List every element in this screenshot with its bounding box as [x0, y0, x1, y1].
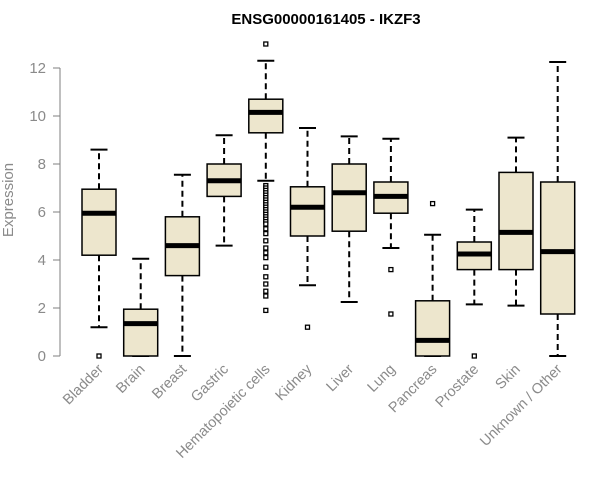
outlier-point	[388, 311, 394, 317]
x-tick-label: Prostate	[433, 362, 482, 411]
box-iqr	[331, 163, 367, 232]
box-group	[164, 173, 201, 357]
box-group	[206, 134, 242, 247]
chart-title: ENSG00000161405 - IKZF3	[231, 11, 420, 28]
box-iqr	[414, 300, 451, 357]
box-group	[248, 41, 284, 314]
box-iqr	[81, 188, 117, 256]
outlier-point	[429, 200, 436, 207]
y-tick-label: 8	[38, 156, 46, 173]
outlier-point	[263, 288, 269, 294]
outlier-point	[388, 266, 394, 273]
box-group	[122, 257, 159, 357]
box-group	[81, 148, 117, 359]
outlier-point	[263, 245, 269, 251]
x-tick-label: Bladder	[60, 361, 107, 408]
y-tick-label: 2	[38, 300, 46, 317]
y-tick-label: 4	[38, 252, 46, 269]
boxes-layer	[81, 41, 576, 359]
outlier-point	[263, 250, 269, 256]
box-group	[498, 136, 534, 307]
box-group	[414, 200, 451, 357]
box-iqr	[498, 171, 534, 271]
outlier-point	[263, 230, 269, 237]
outlier-point	[471, 353, 477, 359]
box-group	[373, 137, 409, 317]
y-axis-label: Expression	[0, 163, 17, 237]
y-axis: 0 2 4 6 8 10 12	[29, 60, 61, 365]
outlier-point	[263, 226, 269, 232]
y-tick-label: 0	[38, 348, 46, 365]
y-tick-label: 12	[29, 60, 46, 77]
box-iqr	[122, 308, 159, 357]
box-iqr	[539, 181, 576, 315]
outlier-point	[96, 353, 102, 359]
x-tick-label: Skin	[493, 362, 524, 393]
x-tick-label: Brain	[113, 362, 148, 397]
box-group	[331, 135, 367, 303]
box-iqr	[289, 186, 326, 237]
outlier-point	[263, 238, 269, 244]
outlier-point	[263, 41, 269, 47]
x-tick-label: Liver	[323, 361, 357, 395]
outlier-point	[263, 293, 269, 299]
outlier-point	[263, 221, 269, 227]
outlier-point	[263, 307, 269, 314]
outlier-point	[263, 264, 269, 270]
box-group	[539, 61, 576, 357]
x-tick-label: Breast	[149, 362, 190, 403]
outlier-point	[263, 274, 269, 280]
outlier-point	[263, 281, 269, 287]
box-group	[456, 208, 493, 359]
outlier-point	[304, 324, 311, 330]
box-iqr	[248, 98, 284, 134]
x-tick-label: Lung	[365, 362, 399, 396]
y-tick-label: 6	[38, 204, 46, 221]
y-tick-label: 10	[29, 108, 46, 125]
outlier-point	[263, 254, 269, 261]
box-group	[289, 127, 326, 330]
x-tick-label: Kidney	[273, 361, 316, 404]
